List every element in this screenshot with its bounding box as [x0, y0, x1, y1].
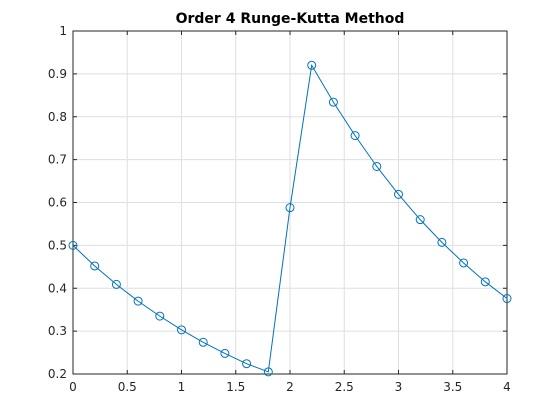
data-point [263, 367, 273, 377]
data-point [242, 359, 252, 369]
data-point [459, 258, 469, 268]
y-tick-label: 0.9 [48, 67, 67, 81]
data-point [220, 348, 230, 358]
data-point [437, 237, 447, 247]
y-tick-label: 1 [59, 24, 67, 38]
data-point [394, 189, 403, 199]
y-tick-label: 0.2 [48, 367, 67, 381]
data-point [285, 203, 295, 213]
x-tick-label: 4 [503, 380, 511, 394]
series-line [72, 63, 508, 373]
y-tick-label: 0.5 [48, 238, 67, 252]
x-tick-label: 1.5 [226, 380, 245, 394]
data-point [307, 60, 317, 70]
x-tick-label: 3 [395, 380, 403, 394]
data-point [350, 131, 360, 141]
x-tick-label: 2 [286, 380, 294, 394]
data-point [68, 240, 78, 250]
y-tick-label: 0.8 [48, 110, 67, 124]
x-tick-label: 0 [69, 380, 77, 394]
data-point [177, 325, 186, 335]
y-tick-label: 0.4 [48, 281, 67, 295]
data-point [415, 215, 425, 225]
x-tick-label: 0.5 [118, 380, 137, 394]
chart-title: Order 4 Runge-Kutta Method [176, 11, 405, 27]
data-point [133, 296, 143, 306]
data-point [90, 261, 100, 271]
axis-ticks: 0 0.5 1 1.5 2 2.5 3 3.5 4 0.2 0.3 0.4 0.5 0.6 0.7 0.8 0.… [48, 24, 511, 394]
x-tick-label: 3.5 [443, 380, 462, 394]
data-point [372, 161, 382, 171]
y-tick-label: 0.6 [48, 196, 67, 210]
data-point [155, 311, 165, 321]
y-tick-label: 0.3 [48, 324, 67, 338]
grid-lines [72, 30, 508, 375]
data-point [111, 279, 121, 289]
series-layer [68, 60, 512, 377]
data-point [502, 294, 512, 304]
data-point [480, 277, 490, 287]
y-tick-label: 0.7 [48, 153, 67, 167]
data-point [328, 97, 338, 107]
data-point [198, 337, 208, 347]
x-tick-label: 2.5 [335, 380, 354, 394]
x-tick-label: 1 [178, 380, 186, 394]
